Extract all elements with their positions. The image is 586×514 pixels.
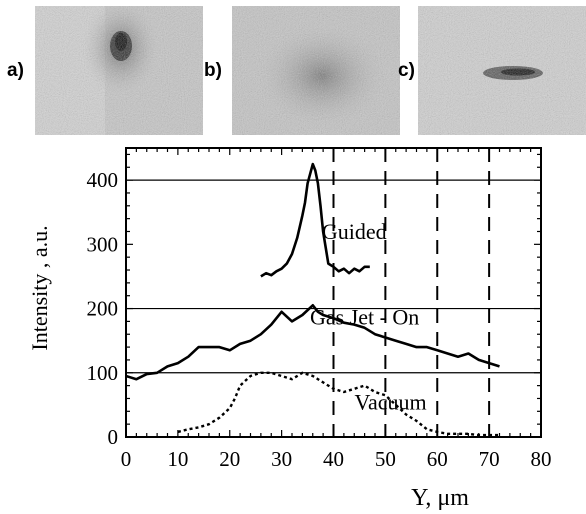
series-line-vacuum (177, 371, 500, 437)
y-tick-label: 400 (87, 168, 119, 192)
grid-layer (126, 148, 541, 437)
annotation-vacuum: Vacuum (355, 389, 427, 414)
annotation-guided: Guided (322, 219, 387, 244)
series-line-guided (260, 162, 370, 278)
annotation-gas-jet-on: Gas Jet - On (310, 305, 419, 330)
panel-label-b: b) (204, 60, 222, 81)
panel-a-image (35, 6, 203, 135)
x-tick-label: 80 (531, 447, 552, 471)
x-tick-label: 70 (479, 447, 500, 471)
series-line-gas-jet-on (125, 303, 500, 381)
panel-b-image (232, 6, 400, 135)
panel-label-a: a) (7, 60, 24, 81)
y-tick-label: 0 (108, 425, 119, 449)
y-tick-label: 100 (87, 361, 119, 385)
series-layer (125, 162, 500, 437)
y-tick-label: 200 (87, 297, 119, 321)
panel-label-c: c) (398, 60, 415, 81)
x-tick-label: 0 (121, 447, 132, 471)
x-tick-label: 30 (271, 447, 292, 471)
tick-layer: 0 10 20 30 40 50 60 70 80 0 100 200 300 400 (87, 148, 552, 471)
x-tick-label: 50 (375, 447, 396, 471)
y-tick-label: 300 (87, 232, 119, 256)
y-axis-label: Intensity , a.u. (27, 225, 52, 350)
x-tick-label: 20 (219, 447, 240, 471)
x-axis-label: Y, μm (411, 485, 469, 511)
panel-c-image (418, 6, 586, 135)
x-tick-label: 40 (323, 447, 344, 471)
x-tick-label: 60 (427, 447, 448, 471)
annotation-layer: Guided Gas Jet - On Vacuum (310, 219, 427, 414)
x-tick-label: 10 (167, 447, 188, 471)
